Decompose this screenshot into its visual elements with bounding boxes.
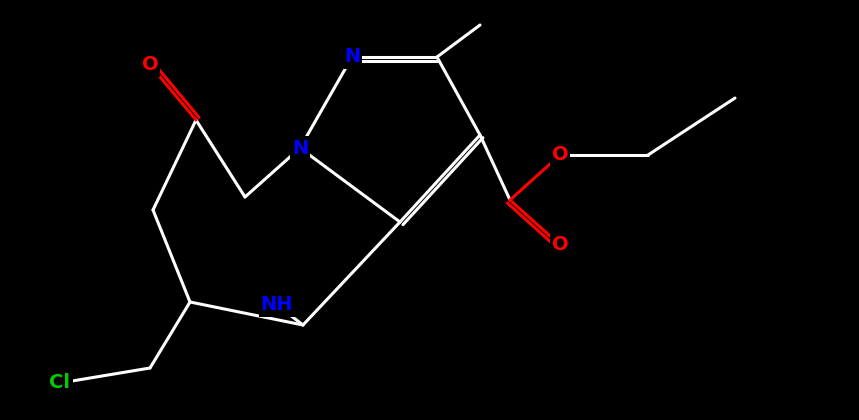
Text: O: O <box>551 236 569 255</box>
Text: N: N <box>344 47 360 66</box>
Text: N: N <box>292 139 308 158</box>
Text: NH: NH <box>261 296 293 315</box>
Text: Cl: Cl <box>50 373 70 393</box>
Text: O: O <box>142 55 158 74</box>
Text: O: O <box>551 145 569 165</box>
